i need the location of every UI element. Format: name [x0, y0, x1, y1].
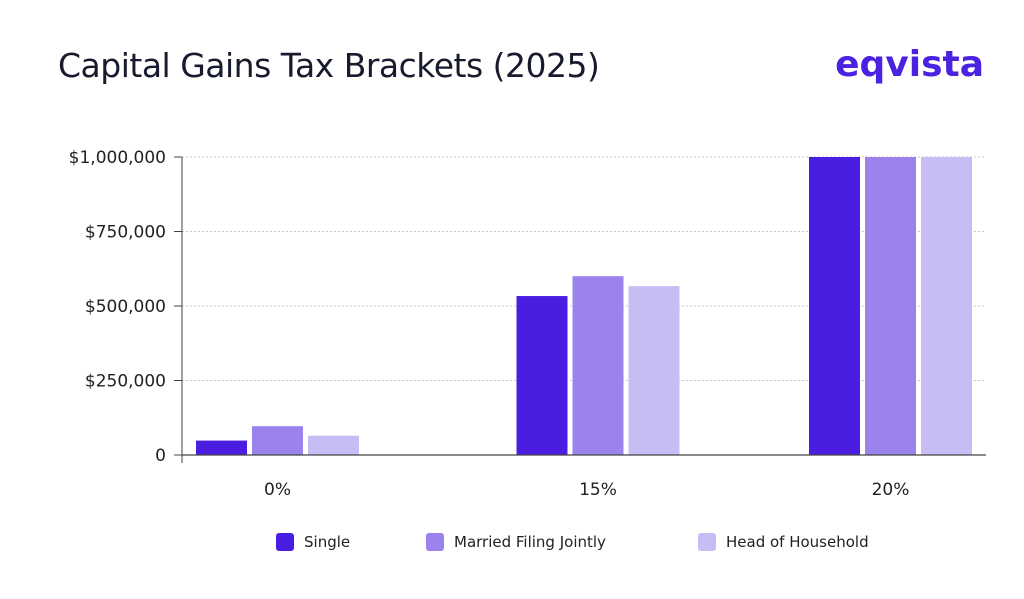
legend-item-head-of-household: Head of Household	[698, 533, 869, 551]
chart-title: Capital Gains Tax Brackets (2025)	[58, 46, 600, 85]
bar	[252, 426, 303, 455]
bar	[921, 157, 972, 455]
y-axis-ticks: 0 $250,000 $500,000 $750,000 $1,000,000	[69, 148, 182, 466]
bar	[196, 440, 247, 455]
bar	[865, 157, 916, 455]
x-axis-categories: 0% 15% 20%	[264, 480, 909, 500]
y-tick-label: $750,000	[85, 223, 166, 243]
legend-item-single: Single	[276, 533, 350, 551]
x-category-label: 0%	[264, 480, 291, 500]
legend: Single Married Filing Jointly Head of Ho…	[0, 533, 1024, 557]
bar	[572, 276, 624, 455]
y-tick-label: $1,000,000	[69, 148, 166, 168]
legend-swatch-head-of-household	[698, 533, 716, 551]
legend-item-married-filing-jointly: Married Filing Jointly	[426, 533, 606, 551]
axes	[181, 157, 986, 463]
legend-swatch-married-filing-jointly	[426, 533, 444, 551]
legend-swatch-single	[276, 533, 294, 551]
eqvista-logo: eqvista	[835, 44, 984, 85]
bar-chart: 0 $250,000 $500,000 $750,000 $1,000,000 0% 15…	[69, 148, 986, 500]
y-tick-label: $500,000	[85, 297, 166, 317]
bar	[809, 157, 860, 455]
legend-label-head-of-household: Head of Household	[726, 533, 869, 551]
bar	[516, 296, 568, 455]
bar	[308, 435, 359, 455]
y-tick-label: $250,000	[85, 372, 166, 392]
legend-label-single: Single	[304, 533, 351, 551]
y-tick-label: 0	[155, 446, 166, 466]
bars	[196, 157, 972, 455]
x-category-label: 15%	[579, 480, 617, 500]
legend-label-married-filing-jointly: Married Filing Jointly	[454, 533, 606, 551]
bar	[628, 286, 680, 455]
x-category-label: 20%	[872, 480, 910, 500]
